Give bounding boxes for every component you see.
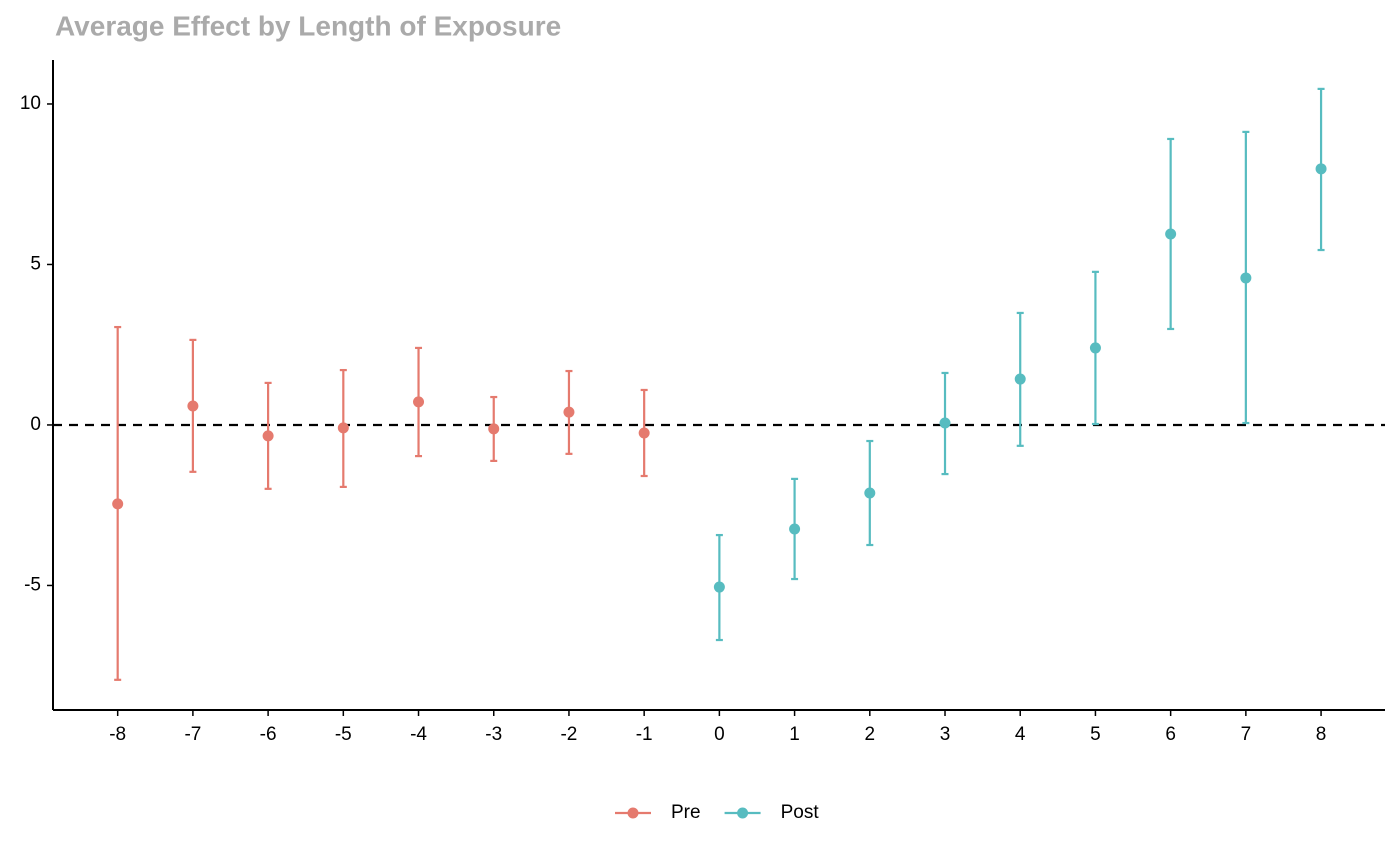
point bbox=[713, 581, 725, 593]
x-tick-label: -6 bbox=[260, 724, 277, 745]
legend-label: Post bbox=[781, 802, 820, 823]
point bbox=[1089, 342, 1101, 354]
x-tick-label: 0 bbox=[714, 724, 725, 745]
legend-marker bbox=[627, 807, 639, 819]
y-tick-label: 0 bbox=[30, 414, 41, 435]
point bbox=[187, 400, 199, 412]
x-tick-label: 4 bbox=[1015, 724, 1026, 745]
point bbox=[413, 396, 425, 408]
x-tick-label: -3 bbox=[485, 724, 502, 745]
point bbox=[563, 406, 575, 418]
x-tick-label: 7 bbox=[1241, 724, 1252, 745]
x-tick-label: 3 bbox=[940, 724, 951, 745]
point bbox=[789, 523, 801, 535]
point bbox=[864, 487, 876, 499]
x-tick-label: 8 bbox=[1316, 724, 1327, 745]
legend-label: Pre bbox=[671, 802, 701, 823]
x-tick-label: -7 bbox=[184, 724, 201, 745]
x-tick-label: 1 bbox=[789, 724, 800, 745]
point bbox=[939, 417, 951, 429]
point bbox=[488, 423, 500, 435]
point bbox=[337, 422, 349, 434]
y-tick-label: -5 bbox=[24, 574, 41, 595]
legend-marker bbox=[737, 807, 749, 819]
x-tick-label: 2 bbox=[865, 724, 876, 745]
x-tick-label: -2 bbox=[560, 724, 577, 745]
point bbox=[1240, 272, 1252, 284]
x-tick-label: -8 bbox=[109, 724, 126, 745]
chart-title: Average Effect by Length of Exposure bbox=[55, 10, 561, 41]
point bbox=[1315, 163, 1327, 175]
point bbox=[262, 430, 274, 442]
x-tick-label: -4 bbox=[410, 724, 427, 745]
y-tick-label: 5 bbox=[30, 253, 41, 274]
point bbox=[638, 427, 650, 439]
point bbox=[1014, 373, 1026, 385]
x-tick-label: -5 bbox=[335, 724, 352, 745]
y-tick-label: 10 bbox=[20, 93, 41, 114]
point bbox=[1165, 228, 1177, 240]
x-tick-label: 6 bbox=[1165, 724, 1176, 745]
x-tick-label: 5 bbox=[1090, 724, 1101, 745]
point bbox=[112, 498, 124, 510]
x-tick-label: -1 bbox=[636, 724, 653, 745]
